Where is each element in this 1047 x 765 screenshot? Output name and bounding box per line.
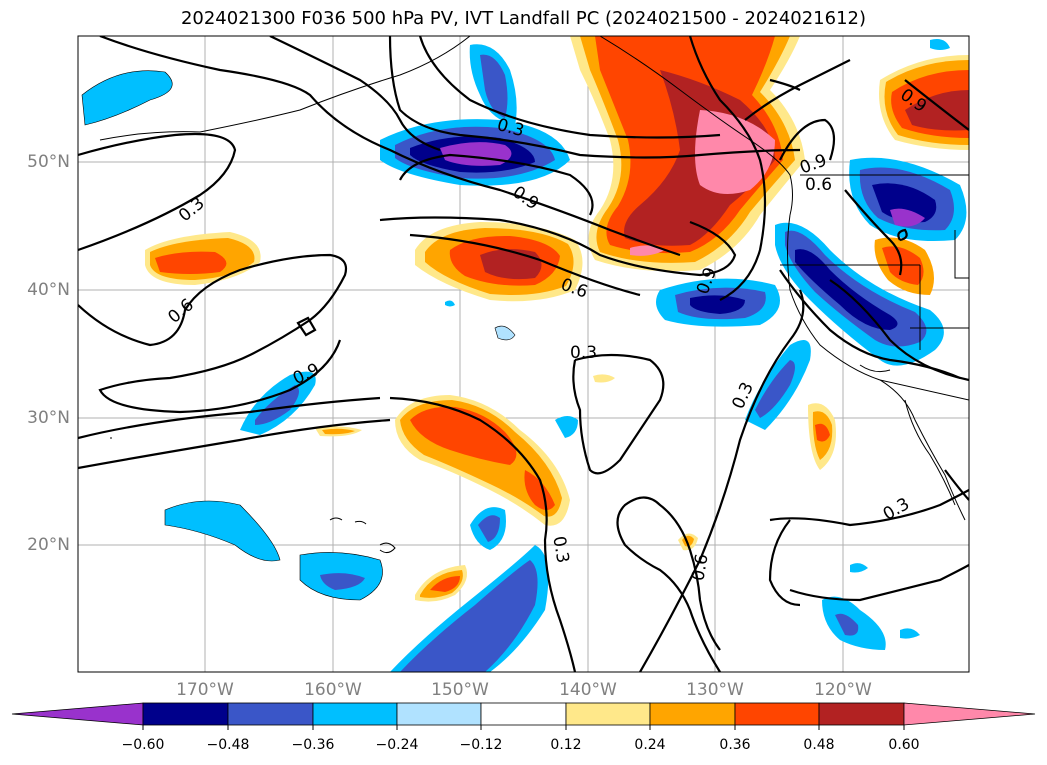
- contour-label: 0.3: [548, 535, 572, 565]
- colorbar-tick-label: 0.12: [550, 737, 582, 753]
- colorbar-tick-label: 0.24: [634, 737, 666, 753]
- contour-label: 0.3: [570, 343, 597, 363]
- negative-pv-regions: [81, 39, 967, 672]
- colorbar-tick-label: −0.60: [121, 737, 165, 753]
- pv-contours: [78, 36, 969, 672]
- colorbar-tick-label: −0.48: [206, 737, 250, 753]
- lat-label: 50°N: [27, 152, 70, 172]
- map-title: 2024021300 F036 500 hPa PV, IVT Landfall…: [180, 8, 867, 29]
- colorbar-tick-label: −0.24: [375, 737, 419, 753]
- lon-label: 160°W: [304, 680, 362, 700]
- lon-label: 130°W: [686, 680, 744, 700]
- lat-label: 30°N: [27, 408, 70, 428]
- contour-label: 0.6: [805, 175, 832, 195]
- lon-label: 140°W: [559, 680, 617, 700]
- lat-label: 40°N: [27, 280, 70, 300]
- colorbar-tick-label: 0.60: [888, 737, 920, 753]
- colorbar: [11, 702, 1036, 730]
- lat-label: 20°N: [27, 535, 70, 555]
- contour-label: 0.6: [688, 552, 712, 582]
- colorbar-tick-label: −0.12: [459, 737, 503, 753]
- coastlines: [99, 36, 969, 554]
- lon-label: 120°W: [814, 680, 872, 700]
- colorbar-tick-label: −0.36: [291, 737, 335, 753]
- colorbar-tick-label: 0.36: [719, 737, 751, 753]
- lon-label: 170°W: [176, 680, 234, 700]
- colorbar-tick-label: 0.48: [803, 737, 835, 753]
- lon-label: 150°W: [431, 680, 489, 700]
- positive-pv-regions: [145, 36, 969, 602]
